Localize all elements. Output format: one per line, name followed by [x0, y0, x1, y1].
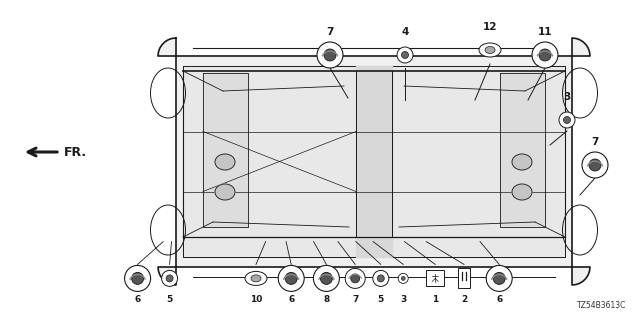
- Circle shape: [539, 49, 551, 61]
- Circle shape: [351, 274, 360, 283]
- Polygon shape: [500, 73, 545, 227]
- Ellipse shape: [512, 154, 532, 170]
- Circle shape: [125, 265, 150, 292]
- Text: 10: 10: [250, 295, 262, 304]
- Bar: [426, 270, 444, 286]
- Text: 6: 6: [288, 295, 294, 304]
- Text: FR.: FR.: [64, 146, 87, 158]
- Text: 6: 6: [134, 295, 141, 304]
- Text: 12: 12: [483, 22, 497, 32]
- Text: 5: 5: [166, 295, 173, 304]
- Text: 6: 6: [496, 295, 502, 304]
- Polygon shape: [203, 73, 248, 227]
- Text: 2: 2: [461, 295, 467, 304]
- Text: 8: 8: [323, 295, 330, 304]
- Circle shape: [317, 42, 343, 68]
- Circle shape: [162, 270, 178, 286]
- Ellipse shape: [215, 184, 235, 200]
- Circle shape: [397, 47, 413, 63]
- Text: 3: 3: [563, 92, 571, 102]
- Text: 3: 3: [400, 295, 406, 304]
- Text: 7: 7: [352, 295, 358, 304]
- Circle shape: [314, 265, 339, 292]
- Ellipse shape: [512, 184, 532, 200]
- Circle shape: [378, 275, 384, 282]
- Circle shape: [493, 272, 505, 284]
- Circle shape: [278, 265, 304, 292]
- Ellipse shape: [215, 154, 235, 170]
- Circle shape: [401, 52, 408, 59]
- Text: TZ54B3613C: TZ54B3613C: [577, 301, 626, 310]
- Text: 1: 1: [432, 295, 438, 304]
- Circle shape: [398, 273, 408, 284]
- Circle shape: [401, 276, 405, 280]
- Bar: [458, 268, 470, 288]
- Circle shape: [486, 265, 512, 292]
- Circle shape: [372, 270, 388, 286]
- Polygon shape: [356, 66, 392, 257]
- Ellipse shape: [485, 46, 495, 53]
- Text: 7: 7: [326, 27, 333, 37]
- Polygon shape: [183, 66, 565, 257]
- Circle shape: [532, 42, 558, 68]
- Circle shape: [589, 159, 601, 171]
- Text: 5: 5: [378, 295, 384, 304]
- Circle shape: [324, 49, 336, 61]
- Ellipse shape: [479, 43, 501, 57]
- Text: 4: 4: [401, 27, 409, 37]
- Circle shape: [582, 152, 608, 178]
- Polygon shape: [158, 38, 590, 285]
- Text: 7: 7: [591, 137, 598, 147]
- Circle shape: [345, 268, 365, 288]
- Circle shape: [559, 112, 575, 128]
- Ellipse shape: [245, 271, 267, 285]
- Ellipse shape: [251, 275, 261, 282]
- Circle shape: [321, 272, 332, 284]
- Circle shape: [132, 272, 143, 284]
- Circle shape: [166, 275, 173, 282]
- Text: 11: 11: [538, 27, 552, 37]
- Circle shape: [563, 116, 570, 124]
- Circle shape: [285, 272, 297, 284]
